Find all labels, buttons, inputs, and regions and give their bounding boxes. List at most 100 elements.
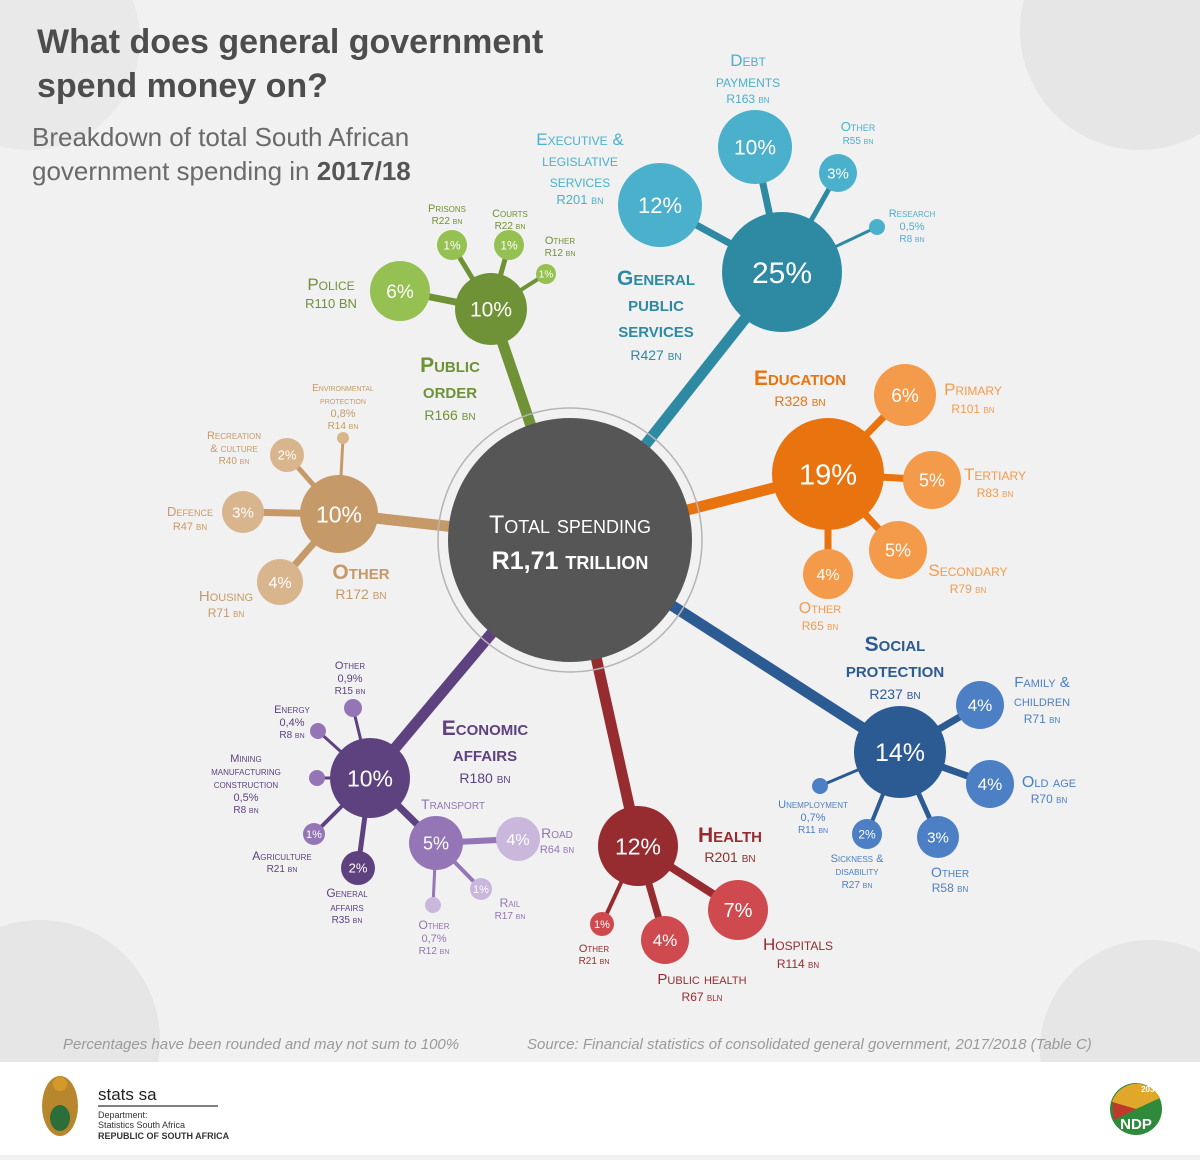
label-executive-legislative: Executive & legislative services R201 bn [536,130,624,207]
label-transport-other-line: 0,7% [421,933,446,945]
label-executive-legislative-line: legislative [542,151,618,170]
label-rail: Rail R17 bn [495,896,526,922]
bubble-police-pct: 6% [386,282,414,303]
label-public-order: Public order R166 bn [420,354,480,423]
label-energy-line: 0,4% [279,717,304,729]
subtitle-year: 2017/18 [317,156,411,186]
ndp-year: 2030 [1141,1085,1159,1094]
label-housing-line: R71 bn [208,606,245,620]
label-secondary: Secondary R79 bn [928,561,1007,596]
footer-bar: stats sa Department: Statistics South Af… [0,1062,1200,1155]
label-sickness-disability-line: Sickness & [831,853,885,865]
label-debt-payments-line: R163 bn [726,92,769,106]
label-primary: Primary R101 bn [944,380,1002,416]
label-economic-affairs-line: Economic [442,717,529,740]
bubble-executive-legislative-pct: 12% [638,193,682,218]
label-po-other-line: R12 bn [545,248,576,259]
center-value: R1,71 trillion [492,547,649,575]
label-education-line: R328 bn [774,393,825,409]
label-police-line: R110 BN [305,296,357,311]
label-sp-other-line: R58 bn [932,881,969,895]
label-secondary-line: Secondary [928,561,1007,580]
label-old-age: Old age R70 bn [1022,774,1076,806]
label-ea-other-line: 0,9% [337,673,362,685]
label-public-health: Public health R67 bln [657,971,746,1004]
bubble-social-protection-pct: 14% [875,739,925,767]
center-label: Total spending [489,511,651,539]
label-general-public-services-line: R427 bn [630,347,681,363]
title-line-1: What does general government [37,23,543,61]
label-other-line: R172 bn [335,586,386,602]
bubble-economic-affairs [330,738,410,818]
ndp-logo-icon: NDP 2030 [1110,1083,1162,1135]
bubble-energy [310,723,326,739]
label-public-order-line: order [423,380,477,403]
bubble-general-affairs-pct: 2% [349,861,368,876]
bubble-transport [409,816,463,870]
label-secondary-line: R79 bn [950,582,987,596]
center-label-line: Total spending [489,511,651,539]
bubble-public-health-pct: 4% [653,931,678,950]
label-defence: Defence R47 bn [167,504,213,533]
bubble-courts [494,230,524,260]
bubble-sickness-disability-pct: 2% [858,827,876,841]
bubble-secondary-pct: 5% [885,540,911,560]
center-bubble [448,418,692,662]
label-prisons: Prisons R22 bn [428,203,466,227]
label-social-protection-line: protection [846,659,944,682]
bubble-family-children [956,681,1004,729]
label-transport-other-line: R12 bn [419,946,450,957]
label-courts-line: R22 bn [495,221,526,232]
label-transport-line: Transport [421,796,485,812]
bubble-housing-pct: 4% [268,575,291,592]
label-gps-other-line: R55 bn [843,136,874,147]
bubble-economic-affairs-pct: 10% [347,765,393,791]
label-primary-line: R101 bn [951,402,994,416]
bubble-po-other-pct: 1% [539,270,554,281]
bubble-tertiary-pct: 5% [919,470,945,490]
bubble-tertiary [903,451,961,509]
coat-of-arms-icon [42,1076,78,1136]
center-ring [437,407,703,673]
bubble-rail [470,878,492,900]
label-police: Police R110 BN [305,275,357,311]
bubble-mining [309,770,325,786]
subtitle-line-2: government spending in 2017/18 [32,156,411,186]
bubble-transport-pct: 5% [423,833,449,853]
label-family-children-line: R71 bn [1024,712,1061,726]
label-primary-line: Primary [944,380,1002,399]
label-health: Health R201 bn [698,824,762,865]
label-family-children: Family & children R71 bn [1014,674,1070,726]
bubble-education-other-pct: 4% [816,567,839,584]
bubble-debt-payments [718,110,792,184]
label-recreation-line: & culture [210,443,258,455]
label-tertiary-line: R83 bn [977,486,1014,500]
bubble-health-pct: 12% [615,833,661,859]
bubble-defence [222,491,264,533]
bubble-road-pct: 4% [506,832,529,849]
label-public-health-line: Public health [657,971,746,988]
label-general-public-services-line: General [617,267,695,290]
bubble-education-pct: 19% [799,459,857,491]
bubble-po-other [536,264,556,284]
bubble-police [370,261,430,321]
label-health-line: R201 bn [704,849,755,865]
label-unemployment-line: Unemployment [778,799,848,811]
label-mining-line: R8 bn [233,805,258,816]
bubble-executive-legislative [618,163,702,247]
label-social-protection-line: R237 bn [869,686,920,702]
title-line-2: spend money on? [37,67,328,105]
subtitle-prefix: government spending in [32,156,310,186]
bubble-primary-pct: 6% [891,386,919,407]
label-economic-affairs-line: affairs [453,743,517,766]
bubble-agriculture [303,823,325,845]
label-environmental: Environmental protection 0,8% R14 bn [312,383,374,432]
label-other: Other R172 bn [332,561,389,602]
label-economic-affairs-line: R180 bn [459,770,510,786]
footnote: Percentages have been rounded and may no… [63,1036,459,1053]
label-energy-line: R8 bn [279,730,304,741]
label-debt-payments: Debt payments R163 bn [716,51,780,106]
source-note: Source: Financial statistics of consolid… [527,1036,1092,1053]
label-environmental-line: protection [320,396,366,407]
